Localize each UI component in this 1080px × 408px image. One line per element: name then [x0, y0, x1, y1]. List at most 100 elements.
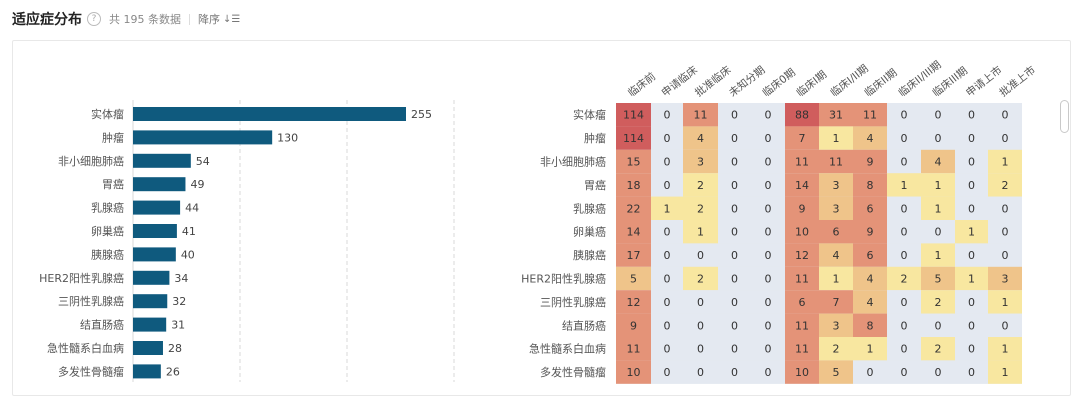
heatmap-cell-value: 4	[867, 273, 874, 286]
heatmap-cell	[819, 337, 853, 361]
heatmap-cell-value: 0	[731, 249, 738, 262]
heatmap-cell	[921, 220, 955, 244]
heatmap-cell-value: 114	[623, 132, 644, 145]
heatmap-cell-value: 6	[799, 296, 806, 309]
bar	[133, 224, 177, 238]
heatmap-cell-value: 0	[765, 179, 772, 192]
heatmap-cell	[887, 290, 921, 314]
heatmap-cell-value: 2	[697, 179, 704, 192]
heatmap-cell	[819, 149, 853, 174]
heatmap-cell-value: 8	[867, 319, 874, 332]
heatmap-cell-value: 1	[1002, 366, 1009, 379]
heatmap-column-label: 临床I期	[794, 68, 829, 100]
bar	[133, 177, 186, 192]
heatmap-cell	[819, 126, 853, 150]
heatmap-cell	[853, 360, 887, 384]
heatmap-cell	[955, 196, 988, 220]
heatmap-cell-value: 0	[765, 109, 772, 122]
sort-button[interactable]: 降序 ↓☰	[198, 11, 240, 27]
heatmap-column-label: 临床0期	[760, 66, 798, 100]
heatmap-cell-value: 9	[867, 156, 874, 169]
heatmap-cell	[853, 220, 887, 244]
heatmap-cell-value: 11	[627, 343, 641, 356]
heatmap-cell	[718, 313, 751, 337]
heatmap-cell	[683, 266, 718, 291]
bar-category-label: 肿瘤	[102, 130, 124, 144]
heatmap-cell-value: 1	[1002, 296, 1009, 309]
heatmap-cell-value: 0	[901, 319, 908, 332]
sort-desc-icon: ↓☰	[223, 13, 241, 25]
bar	[133, 294, 168, 309]
page-title: 适应症分布	[12, 12, 82, 28]
heatmap-cell-value: 0	[731, 273, 738, 286]
question-circle-icon[interactable]: ?	[87, 12, 101, 26]
heatmap-cell	[819, 196, 853, 220]
heatmap-cell-value: 0	[697, 296, 704, 309]
heatmap-cell-value: 2	[935, 296, 942, 309]
heatmap-cell-value: 1	[697, 226, 704, 239]
heatmap-cell-value: 4	[697, 132, 704, 145]
bar-category-label: 结直肠癌	[80, 318, 124, 332]
heatmap-cell-value: 0	[901, 132, 908, 145]
heatmap-cell	[651, 313, 683, 337]
heatmap-cell	[955, 243, 988, 267]
heatmap-cell-value: 0	[765, 132, 772, 145]
bar-value-label: 32	[172, 295, 186, 308]
heatmap-cell	[683, 290, 718, 314]
heatmap-cell	[651, 266, 683, 291]
heatmap-cell-value: 0	[765, 226, 772, 239]
sort-label: 降序	[198, 13, 220, 26]
heatmap-cell	[683, 243, 718, 267]
bar-value-label: 28	[168, 342, 182, 355]
heatmap-cell-value: 0	[697, 366, 704, 379]
heatmap-cell	[955, 360, 988, 384]
heatmap-cell-value: 0	[731, 343, 738, 356]
heatmap-cell	[887, 243, 921, 267]
bar-value-label: 54	[196, 155, 210, 168]
heatmap-cell	[785, 126, 819, 150]
heatmap-cell-value: 9	[630, 319, 637, 332]
heatmap-cell-value: 6	[833, 226, 840, 239]
heatmap-cell	[955, 126, 988, 150]
heatmap-cell-value: 3	[1002, 273, 1009, 286]
heatmap-cell	[921, 196, 955, 220]
bar-category-label: 胃癌	[102, 177, 124, 191]
heatmap-cell-value: 0	[664, 179, 671, 192]
heatmap-cell-value: 3	[697, 156, 704, 169]
heatmap-cell-value: 3	[833, 202, 840, 215]
heatmap-column-label: 申请上市	[963, 63, 1004, 99]
heatmap-cell-value: 4	[833, 249, 840, 262]
heatmap-cell	[751, 220, 785, 244]
heatmap-cell-value: 0	[731, 132, 738, 145]
heatmap-cell	[751, 290, 785, 314]
bar-value-label: 34	[174, 272, 188, 285]
heatmap-cell	[616, 313, 651, 337]
heatmap-cell-value: 7	[833, 296, 840, 309]
heatmap-cell-value: 0	[664, 132, 671, 145]
heatmap-cell	[651, 149, 683, 174]
heatmap-cell	[651, 103, 683, 127]
heatmap-cell-value: 0	[765, 343, 772, 356]
heatmap-cell-value: 88	[795, 109, 809, 122]
heatmap-cell	[651, 196, 683, 220]
heatmap-cell-value: 0	[935, 226, 942, 239]
heatmap-cell-value: 9	[867, 226, 874, 239]
heatmap-row-label: 三阴性乳腺癌	[540, 295, 606, 309]
heatmap-cell	[853, 126, 887, 150]
heatmap-cell	[785, 313, 819, 337]
heatmap-cell-value: 0	[867, 366, 874, 379]
heatmap-cell-value: 1	[935, 249, 942, 262]
heatmap-cell-value: 10	[627, 366, 641, 379]
heatmap-cell	[718, 337, 751, 361]
heatmap-cell-value: 0	[765, 296, 772, 309]
heatmap-cell	[718, 126, 751, 150]
heatmap-cell-value: 0	[968, 296, 975, 309]
heatmap-row-label: 多发性骨髓瘤	[540, 365, 606, 379]
heatmap-cell	[921, 173, 955, 197]
heatmap-cell-value: 11	[795, 343, 809, 356]
bar-category-label: 乳腺癌	[91, 201, 124, 215]
heatmap-row-label: 肿瘤	[584, 131, 606, 145]
bar	[133, 341, 163, 355]
heatmap-cell-value: 15	[627, 156, 641, 169]
vertical-scrollbar[interactable]	[1060, 100, 1069, 133]
